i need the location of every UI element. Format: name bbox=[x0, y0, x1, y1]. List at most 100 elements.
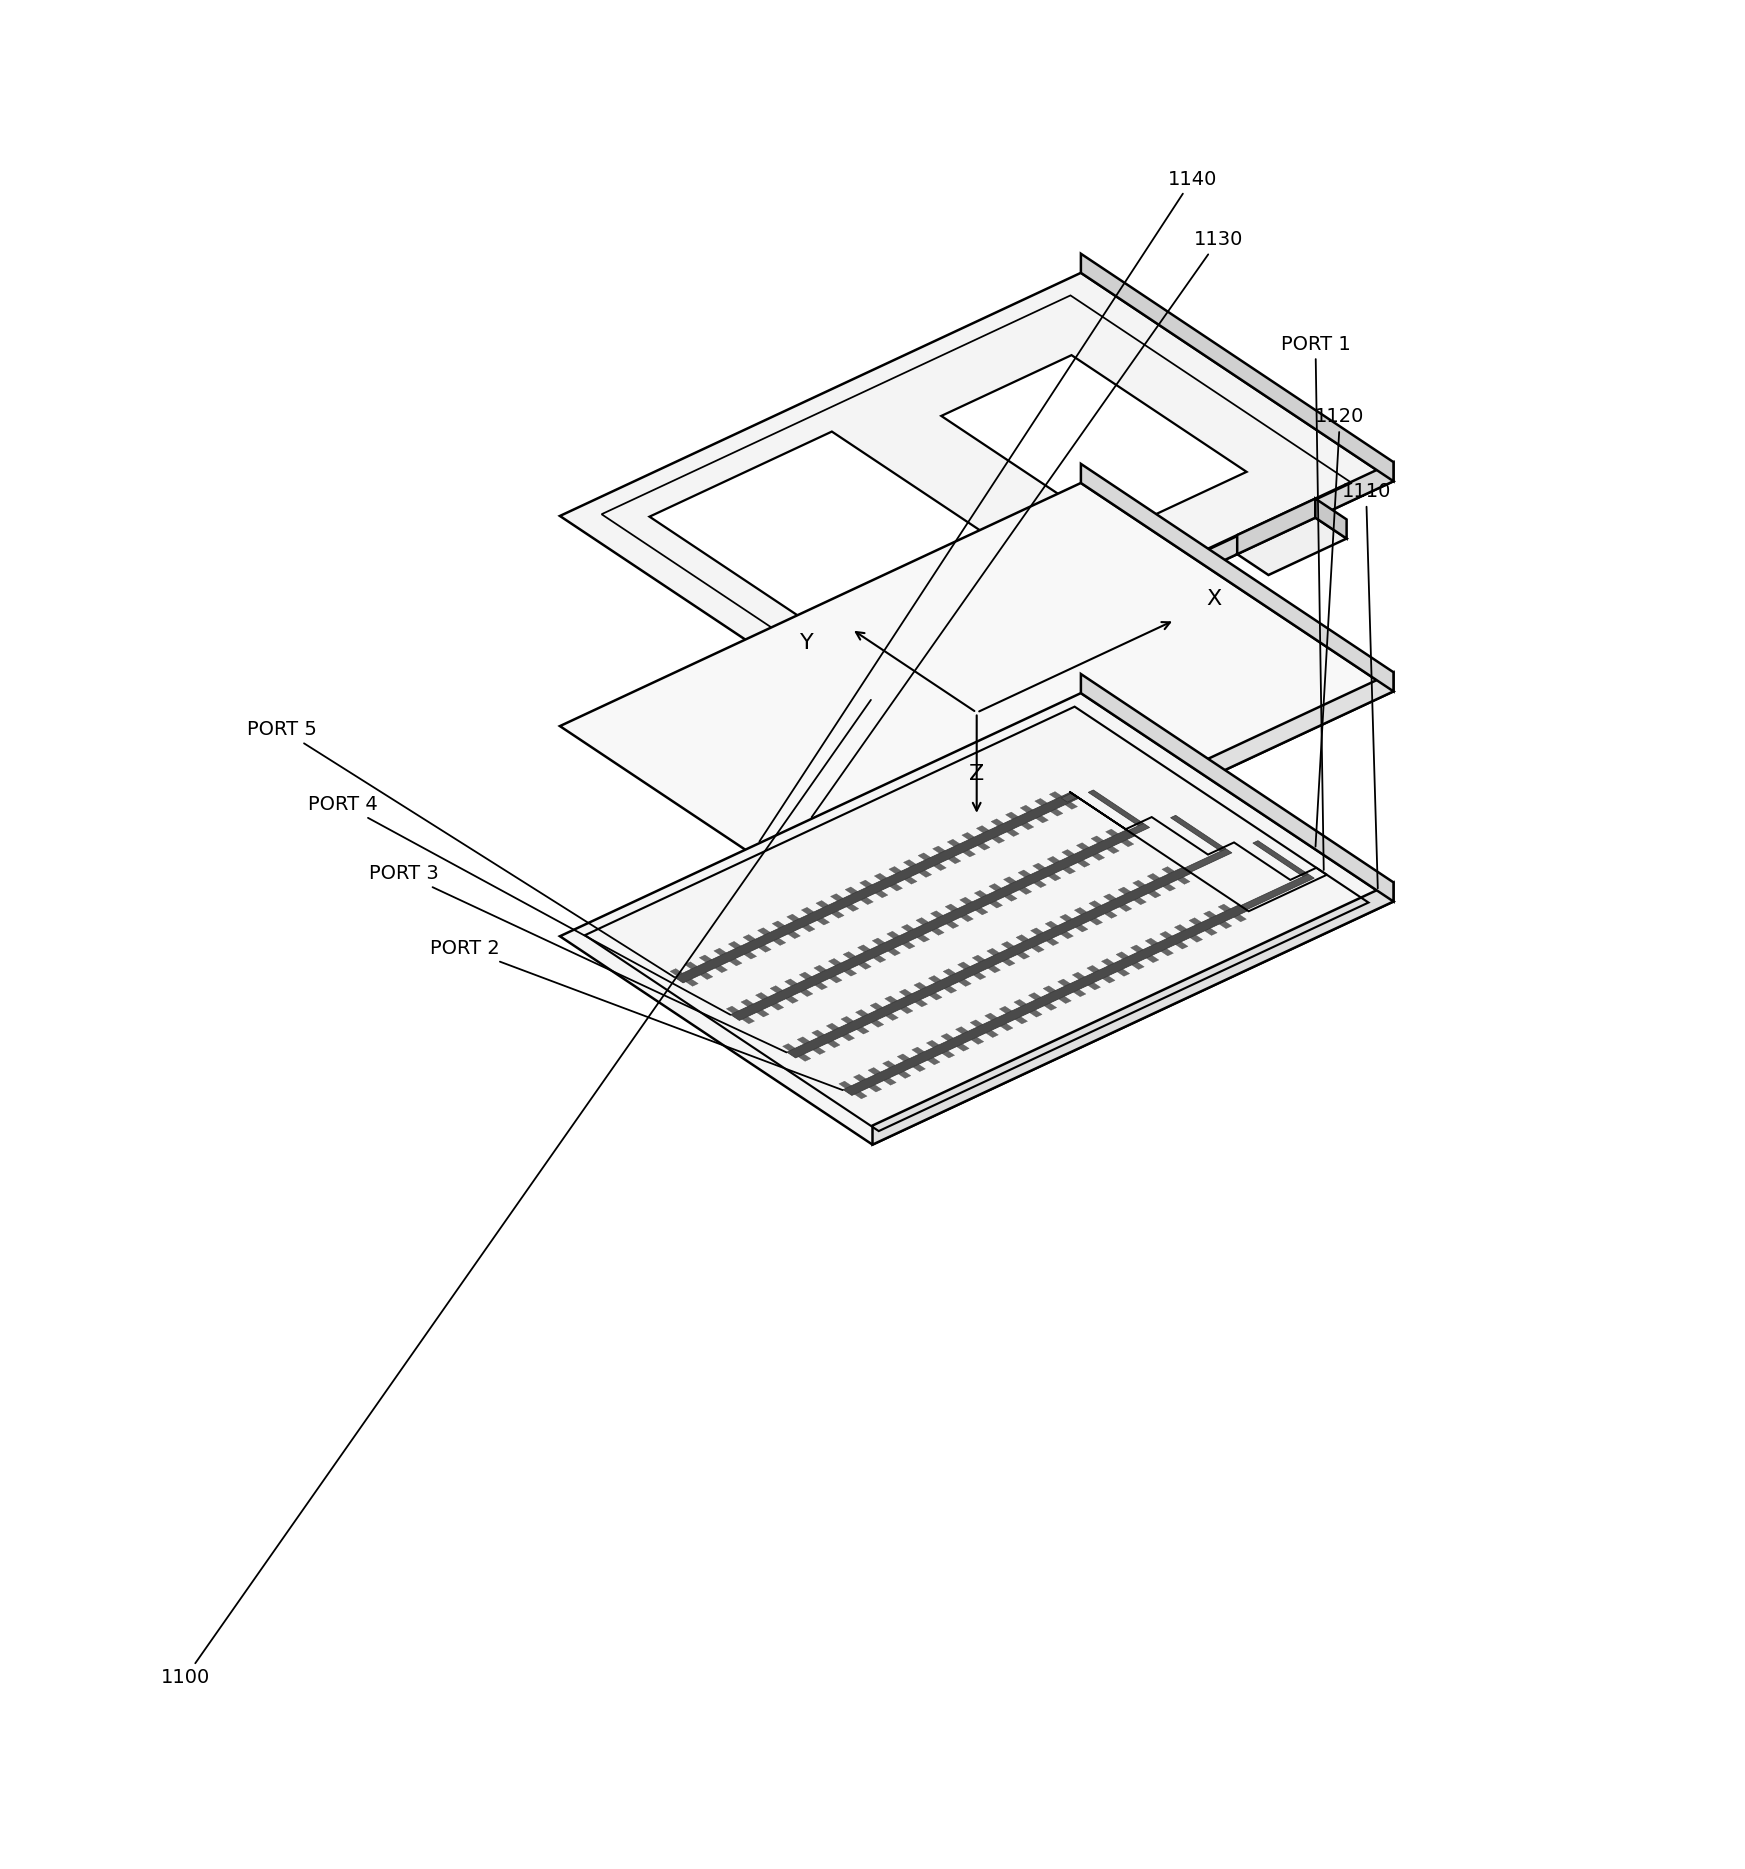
Polygon shape bbox=[932, 847, 946, 854]
Polygon shape bbox=[1092, 852, 1105, 860]
Text: 1110: 1110 bbox=[1342, 482, 1391, 888]
Polygon shape bbox=[787, 931, 801, 938]
Polygon shape bbox=[1119, 905, 1133, 912]
Polygon shape bbox=[799, 972, 811, 979]
Polygon shape bbox=[942, 1050, 955, 1058]
Polygon shape bbox=[1148, 892, 1160, 897]
Polygon shape bbox=[839, 1080, 852, 1088]
Polygon shape bbox=[756, 992, 768, 1000]
Polygon shape bbox=[1237, 518, 1347, 576]
Polygon shape bbox=[897, 1054, 909, 1062]
Polygon shape bbox=[770, 985, 784, 992]
Polygon shape bbox=[1218, 905, 1230, 912]
Polygon shape bbox=[918, 852, 930, 860]
Polygon shape bbox=[927, 1041, 939, 1047]
Polygon shape bbox=[700, 972, 714, 979]
Polygon shape bbox=[1077, 843, 1089, 850]
Polygon shape bbox=[972, 1037, 984, 1045]
Polygon shape bbox=[946, 921, 958, 929]
Polygon shape bbox=[977, 826, 989, 834]
Polygon shape bbox=[970, 1020, 982, 1028]
Polygon shape bbox=[991, 819, 1003, 826]
Polygon shape bbox=[1031, 927, 1044, 934]
Polygon shape bbox=[1133, 963, 1145, 970]
Polygon shape bbox=[944, 987, 956, 992]
Polygon shape bbox=[956, 1045, 968, 1050]
Polygon shape bbox=[867, 1067, 881, 1075]
Polygon shape bbox=[1050, 809, 1063, 817]
Polygon shape bbox=[846, 905, 859, 912]
Polygon shape bbox=[946, 905, 958, 912]
Polygon shape bbox=[886, 1013, 899, 1020]
Polygon shape bbox=[1127, 824, 1150, 835]
Polygon shape bbox=[1057, 979, 1070, 987]
Polygon shape bbox=[1119, 888, 1131, 893]
Text: 1140: 1140 bbox=[759, 170, 1216, 841]
Polygon shape bbox=[1089, 901, 1101, 908]
Polygon shape bbox=[913, 1047, 925, 1054]
Polygon shape bbox=[1237, 499, 1316, 555]
Polygon shape bbox=[1234, 914, 1246, 921]
Polygon shape bbox=[1037, 815, 1049, 822]
Polygon shape bbox=[1080, 254, 1394, 480]
Polygon shape bbox=[757, 927, 770, 934]
Polygon shape bbox=[728, 942, 742, 949]
Polygon shape bbox=[1316, 499, 1347, 538]
Polygon shape bbox=[1021, 822, 1033, 830]
Text: 1100: 1100 bbox=[161, 699, 871, 1688]
Polygon shape bbox=[1017, 869, 1031, 877]
Polygon shape bbox=[742, 1000, 754, 1007]
Polygon shape bbox=[913, 1063, 925, 1071]
Polygon shape bbox=[686, 979, 698, 987]
Polygon shape bbox=[1134, 897, 1146, 905]
Polygon shape bbox=[813, 964, 827, 972]
Polygon shape bbox=[984, 1013, 998, 1020]
Polygon shape bbox=[1131, 946, 1143, 951]
Polygon shape bbox=[829, 959, 841, 966]
Polygon shape bbox=[670, 968, 682, 976]
Polygon shape bbox=[1016, 934, 1028, 942]
Polygon shape bbox=[1005, 893, 1017, 901]
Polygon shape bbox=[726, 1006, 738, 1013]
Polygon shape bbox=[948, 856, 961, 863]
Polygon shape bbox=[860, 880, 872, 888]
Text: PORT 3: PORT 3 bbox=[368, 863, 787, 1052]
Polygon shape bbox=[874, 873, 886, 880]
Polygon shape bbox=[771, 1004, 784, 1009]
Polygon shape bbox=[883, 1062, 895, 1067]
Polygon shape bbox=[860, 897, 872, 905]
Polygon shape bbox=[827, 1041, 839, 1049]
Polygon shape bbox=[743, 951, 757, 959]
Polygon shape bbox=[1160, 949, 1173, 955]
Polygon shape bbox=[831, 893, 843, 901]
Polygon shape bbox=[872, 673, 1394, 934]
Polygon shape bbox=[986, 1030, 998, 1037]
Polygon shape bbox=[801, 989, 813, 996]
Polygon shape bbox=[817, 901, 829, 908]
Polygon shape bbox=[714, 948, 726, 955]
Polygon shape bbox=[1031, 946, 1044, 953]
Polygon shape bbox=[1017, 951, 1030, 959]
Polygon shape bbox=[1047, 938, 1059, 946]
Polygon shape bbox=[1061, 931, 1073, 938]
Polygon shape bbox=[1073, 989, 1085, 996]
Polygon shape bbox=[1045, 921, 1057, 929]
Polygon shape bbox=[843, 905, 1248, 1095]
Polygon shape bbox=[1101, 959, 1113, 966]
Polygon shape bbox=[1190, 934, 1202, 942]
Polygon shape bbox=[1103, 976, 1115, 983]
Polygon shape bbox=[827, 1022, 839, 1030]
Polygon shape bbox=[1160, 931, 1173, 938]
Polygon shape bbox=[963, 850, 975, 858]
Polygon shape bbox=[1162, 884, 1176, 892]
Polygon shape bbox=[1075, 925, 1087, 933]
Polygon shape bbox=[1162, 867, 1174, 875]
Polygon shape bbox=[715, 966, 728, 972]
Polygon shape bbox=[1005, 811, 1017, 819]
Polygon shape bbox=[811, 1030, 824, 1037]
Polygon shape bbox=[1014, 1000, 1026, 1007]
Polygon shape bbox=[1047, 856, 1059, 863]
Polygon shape bbox=[1002, 959, 1016, 966]
Polygon shape bbox=[1204, 929, 1218, 936]
Polygon shape bbox=[1122, 839, 1134, 847]
